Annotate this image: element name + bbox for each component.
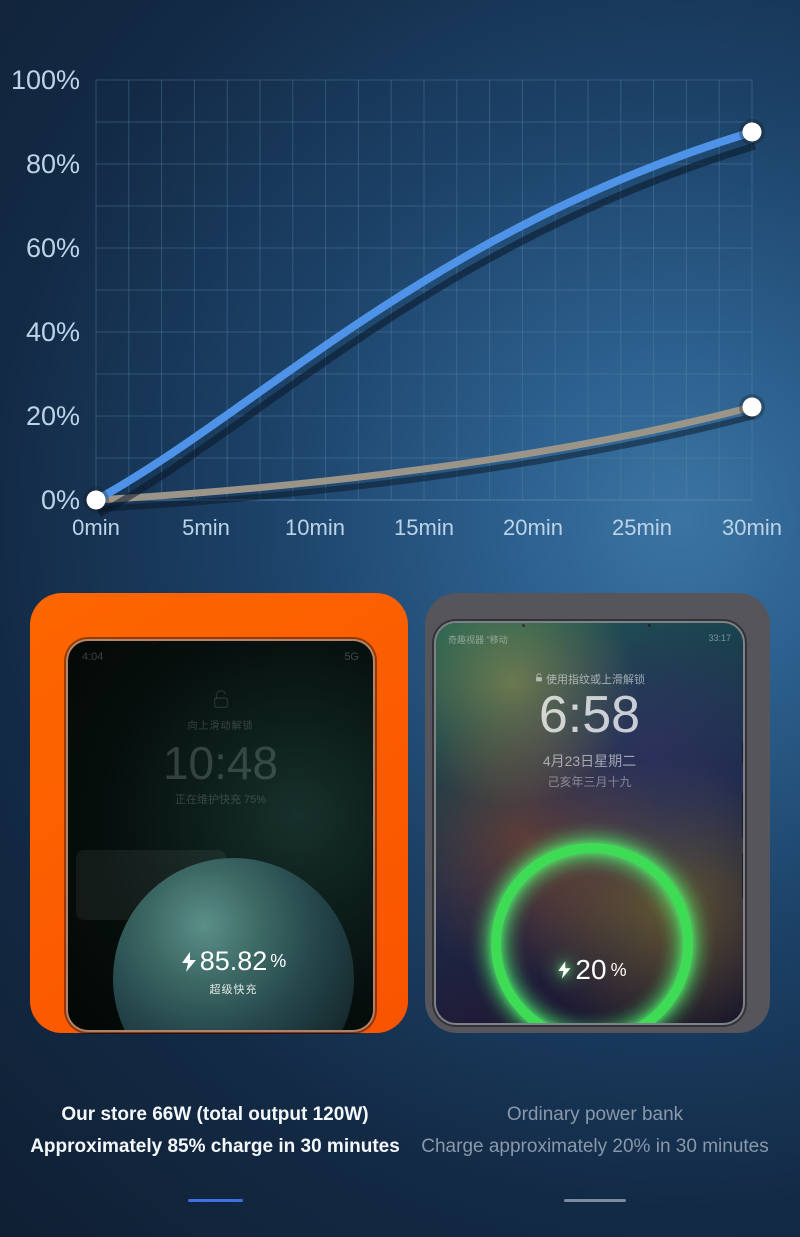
svg-text:30min: 30min [722, 515, 782, 540]
svg-text:20%: 20% [26, 401, 80, 431]
svg-text:60%: 60% [26, 233, 80, 263]
svg-text:0%: 0% [41, 485, 80, 515]
svg-text:15min: 15min [394, 515, 454, 540]
svg-text:0min: 0min [72, 515, 120, 540]
svg-text:5min: 5min [182, 515, 230, 540]
svg-text:40%: 40% [26, 317, 80, 347]
svg-text:25min: 25min [612, 515, 672, 540]
svg-text:20min: 20min [503, 515, 563, 540]
svg-text:80%: 80% [26, 149, 80, 179]
svg-text:100%: 100% [11, 65, 80, 95]
svg-text:10min: 10min [285, 515, 345, 540]
